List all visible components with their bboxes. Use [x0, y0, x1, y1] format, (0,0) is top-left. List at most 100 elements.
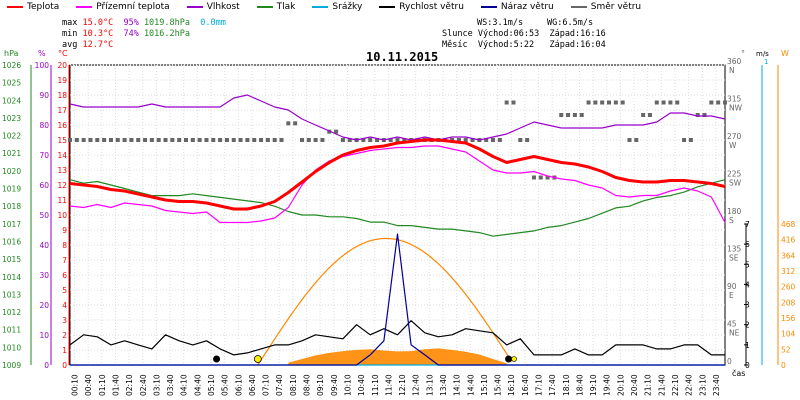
wind-direction-dot [88, 138, 93, 142]
w-tick-label: 208 [781, 298, 796, 307]
temp-tick-label: 16 [57, 121, 67, 130]
sunrise-marker [253, 355, 262, 363]
wind-direction-dot [272, 138, 277, 142]
temp-tick-label: 18 [57, 91, 67, 100]
wind-direction-dot [716, 100, 721, 105]
time-tick-label: 10:40 [357, 374, 366, 396]
wind-direction-dot [613, 100, 618, 105]
legend-swatch [312, 6, 329, 8]
wind-direction-dot [702, 113, 707, 117]
wind-direction-dot [224, 138, 229, 142]
time-tick-label: 23:10 [698, 374, 707, 396]
wind-direction-dot [688, 138, 693, 142]
time-tick-label: 09:40 [330, 374, 339, 396]
w-unit-label: W [781, 49, 789, 58]
wind-direction-dot [252, 138, 257, 142]
wind-direction-dot [347, 138, 352, 142]
wind-direction-dot [579, 113, 584, 117]
time-tick-label: 11:40 [384, 374, 393, 396]
hpa-tick-label: 1024 [2, 96, 21, 105]
ms-unit-label: m/s [756, 50, 769, 58]
series-line-přízemní-teplota [69, 145, 726, 224]
temp-tick-label: 10 [57, 211, 67, 220]
wind-direction-dot [81, 138, 86, 142]
time-tick-label: 05:40 [221, 374, 230, 396]
legend-item: Náraz větru [480, 2, 554, 12]
wind-direction-dot [313, 138, 318, 142]
wind-direction-dot [108, 138, 113, 142]
time-tick-label: 09:10 [316, 374, 325, 396]
wind-direction-dot [218, 138, 223, 142]
time-tick-label: 03:40 [166, 374, 175, 396]
time-tick-label: 12:10 [398, 374, 407, 396]
temp-tick-label: 5 [62, 286, 67, 295]
time-tick-label: 02:10 [125, 374, 134, 396]
temp-unit-label: °C [58, 49, 68, 58]
wind-direction-dot [265, 138, 270, 142]
stats-min: min 10.3°C 74% 1016.2hPa [62, 29, 190, 39]
time-tick-label: 08:10 [289, 374, 298, 396]
time-tick-label: 18:10 [562, 374, 571, 396]
wind-direction-dot [559, 113, 564, 117]
wind-direction-dot [531, 175, 536, 180]
temp-tick-label: 1 [62, 346, 67, 355]
temp-tick-label: 7 [62, 256, 67, 265]
wind-direction-dot [238, 138, 243, 142]
stats-max-temp: 15.0°C [82, 18, 114, 28]
wind-direction-dot [149, 138, 154, 142]
temp-tick-label: 2 [62, 331, 67, 340]
wind-direction-dot [572, 113, 577, 117]
stats-max-hum: 95% [123, 18, 139, 28]
wind-direction-dot [129, 138, 134, 142]
pct-tick-label: 0 [44, 361, 49, 370]
mm-tick-label: 1 [764, 58, 768, 66]
time-tick-label: 07:10 [262, 374, 271, 396]
w-tick-label: 104 [781, 330, 796, 339]
dir-tick-label: 135 [727, 245, 742, 254]
time-tick-label: 00:40 [84, 374, 93, 396]
time-tick-label: 14:10 [453, 374, 462, 396]
hpa-tick-label: 1012 [2, 308, 21, 317]
temp-tick-label: 6 [62, 271, 67, 280]
pct-unit-label: % [38, 49, 46, 58]
wind-direction-dot [661, 100, 666, 105]
time-tick-label: 04:40 [193, 374, 202, 396]
hpa-tick-label: 1013 [2, 290, 21, 299]
wind-direction-dot [334, 129, 339, 134]
legend-item: Teplota [7, 2, 59, 12]
time-tick-label: 06:40 [248, 374, 257, 396]
hpa-tick-label: 1016 [2, 237, 21, 246]
dir-name-label: NW [729, 104, 743, 113]
time-tick-label: 18:40 [575, 374, 584, 396]
wind-direction-dot [340, 138, 345, 142]
stats-min-temp: 10.3°C [82, 29, 114, 39]
solar-measured-area [288, 348, 507, 365]
stats-wg: WG:6.5m/s [547, 18, 594, 28]
wind-direction-dot [620, 100, 625, 105]
series-line-vlhkost [69, 94, 726, 141]
legend-swatch [256, 6, 273, 8]
time-tick-label: 17:10 [535, 374, 544, 396]
w-tick-label: 312 [781, 267, 796, 276]
time-tick-label: 01:10 [98, 374, 107, 396]
hpa-tick-label: 1020 [2, 167, 21, 176]
dir-tick-label: 180 [727, 207, 742, 216]
w-tick-label: 260 [781, 283, 796, 292]
stats-avg-label: avg [62, 40, 78, 50]
wind-direction-dot [491, 138, 496, 142]
hpa-tick-label: 1019 [2, 185, 21, 194]
pct-tick-label: 100 [35, 61, 50, 70]
time-unit-label: čas [732, 368, 745, 378]
wind-direction-dot [259, 138, 264, 142]
stats-max-label: max [62, 18, 78, 28]
wind-direction-dot [525, 138, 530, 142]
wind-direction-dot [497, 138, 502, 142]
time-tick-label: 08:40 [303, 374, 312, 396]
time-tick-label: 17:40 [548, 374, 557, 396]
time-tick-label: 20:10 [616, 374, 625, 396]
temp-tick-label: 12 [57, 181, 67, 190]
wind-direction-dot [654, 100, 659, 105]
dir-tick-label: 360 [727, 57, 742, 66]
wind-direction-dot [245, 138, 250, 142]
temp-tick-label: 13 [57, 166, 67, 175]
